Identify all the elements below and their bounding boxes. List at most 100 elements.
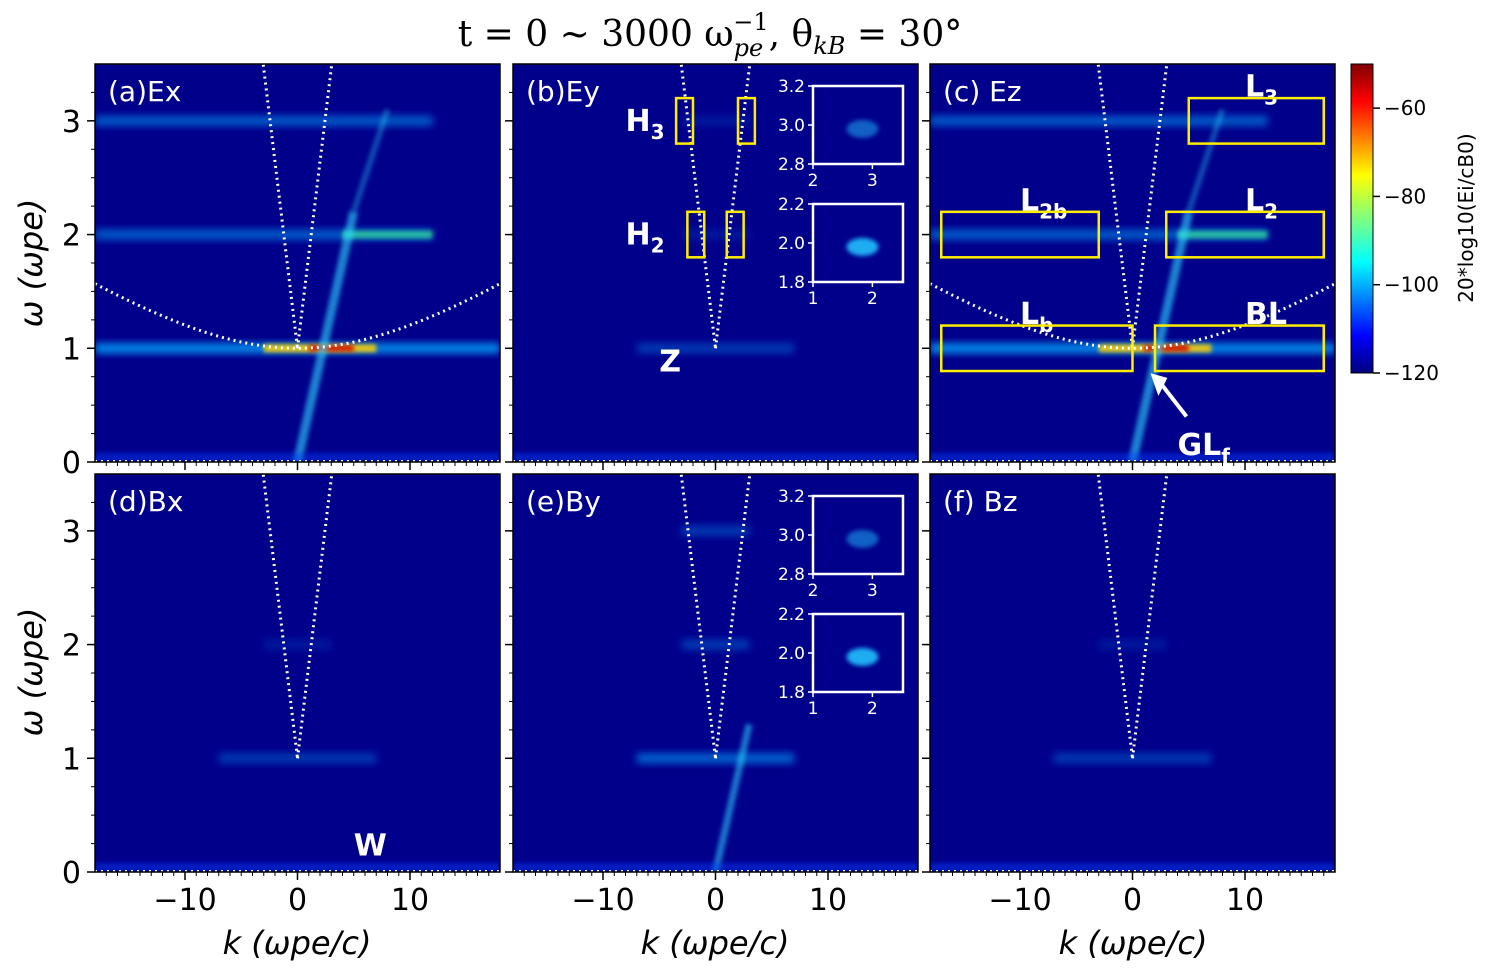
- inset-x-tick-label: 1: [808, 699, 819, 719]
- beam-stream-upper: [350, 108, 391, 213]
- annotation-h2: H2: [626, 218, 665, 258]
- x-tick-label: 10: [391, 883, 429, 918]
- title-theta-sub: kB: [813, 32, 845, 60]
- light-mode-right: [1131, 64, 1169, 349]
- panel-d: (d)Bx −10 0 10 0 1 2 3 W: [62, 473, 501, 918]
- colorbar: −60 −80 −100 −120 20*log10(Ei/cB0): [1350, 63, 1478, 385]
- light-mode-right: [714, 64, 752, 349]
- title-sub: pe: [734, 34, 764, 62]
- title-main: t = 0 ~ 3000 ω: [458, 14, 734, 55]
- x-axis-label-b: k (ωpe/c): [641, 924, 790, 962]
- inset-y-tick-label: 2.0: [778, 644, 805, 664]
- colorbar-ticks: −60 −80 −100 −120: [1373, 96, 1439, 385]
- x-tick-label: −10: [988, 883, 1051, 918]
- band-w2: [263, 639, 332, 650]
- band-peak: [308, 345, 354, 352]
- heatmap-a: [95, 64, 500, 462]
- inset-lower: 2.2 2.0 1.81 2: [778, 195, 905, 309]
- inset-signal: [846, 237, 879, 256]
- light-mode-left: [261, 64, 299, 349]
- inset-y-tick-label: 2.2: [778, 195, 805, 215]
- inset-x-tick-label: 2: [808, 171, 819, 191]
- box-h3-left: [674, 96, 695, 145]
- inset-signal: [846, 529, 879, 548]
- inset-y-tick-label: 2.0: [778, 234, 805, 254]
- inset-upper: 3.2 3.0 2.82 3: [778, 77, 905, 191]
- low-freq-strip: [95, 862, 500, 872]
- panel-background: [930, 64, 1335, 462]
- low-freq-strip: [930, 862, 1335, 872]
- band-w2: [1098, 639, 1167, 650]
- panel-label: (f) Bz: [943, 485, 1018, 518]
- inset-y-tick-label: 3.0: [778, 526, 805, 546]
- x-tick-label: 0: [288, 883, 307, 918]
- panel-label: (a)Ex: [108, 75, 181, 108]
- colorbar-label: 20*log10(Ei/cB0): [1454, 133, 1478, 302]
- panel-background: [95, 64, 500, 462]
- glf-arrow: [1160, 383, 1189, 418]
- low-freq-strip: [513, 862, 918, 872]
- annotation-bl: BL: [1245, 297, 1287, 332]
- x-tick-label: −10: [153, 883, 216, 918]
- panel-e: (e)By−10 0 103.23.02.82 32.22.01.81 2: [505, 473, 919, 918]
- band-w3: [930, 115, 1268, 126]
- annotation-w: W: [354, 829, 387, 864]
- beam-stream-upper: [1185, 108, 1226, 213]
- x-tick-label: −10: [571, 883, 634, 918]
- panel-a: (a)Ex 0 1 2 3: [62, 63, 501, 481]
- glf-arrowhead: [1150, 373, 1168, 397]
- heatmap-b: [513, 64, 918, 462]
- panel-f: (f) Bz −10 0 10: [922, 473, 1336, 918]
- panel-label: (d)Bx: [108, 485, 183, 518]
- x-tick-label: 0: [706, 883, 725, 918]
- light-mode-left: [679, 474, 717, 759]
- x-tick-label: 10: [809, 883, 847, 918]
- inset-x-tick-label: 1: [808, 289, 819, 309]
- inset-signal: [846, 119, 879, 138]
- inset-frame: [811, 494, 905, 576]
- panel-label: (e)By: [526, 485, 601, 518]
- band-peak: [1143, 345, 1189, 352]
- inset-y-tick-label: 3.2: [778, 77, 805, 97]
- inset-y-tick-label: 2.2: [778, 605, 805, 625]
- x-tick-label: 10: [1226, 883, 1264, 918]
- box-h2-left: [686, 210, 706, 259]
- y-tick-label: 3: [62, 515, 81, 550]
- annotation-z: Z: [659, 345, 681, 380]
- colorbar-tick-label: −80: [1384, 184, 1426, 208]
- inset-lower: 2.2 2.0 1.81 2: [778, 605, 905, 719]
- inset-signal: [846, 647, 879, 666]
- y-tick-label: 0: [62, 856, 81, 891]
- panel-background: [95, 474, 500, 872]
- figure-title: t = 0 ~ 3000 ωpe−1, θkB = 30°: [458, 8, 962, 62]
- light-mode-left: [679, 64, 717, 349]
- panel-label: (c) Ez: [943, 75, 1022, 108]
- panel-background: [930, 474, 1335, 872]
- colorbar-tick-label: −100: [1384, 273, 1439, 297]
- y-tick-label: 2: [62, 219, 81, 254]
- colorbar-gradient: [1350, 63, 1374, 374]
- langmuir-dispersion: [930, 282, 1335, 350]
- y-tick-label: 0: [62, 446, 81, 481]
- annotation-glf: GLf: [1178, 428, 1231, 468]
- beam-stream: [1128, 210, 1194, 462]
- box-bl: [1153, 324, 1325, 373]
- inset-y-tick-label: 2.8: [778, 565, 805, 585]
- inset-x-tick-label: 2: [808, 581, 819, 601]
- band-w3: [681, 115, 750, 126]
- inset-y-tick-label: 1.8: [778, 273, 805, 293]
- title-end: = 30°: [845, 14, 962, 55]
- inset-y-tick-label: 3.2: [778, 487, 805, 507]
- low-freq-strip: [95, 452, 500, 462]
- inset-y-tick-label: 1.8: [778, 683, 805, 703]
- x-tick-label: 0: [1123, 883, 1142, 918]
- box-l2: [1165, 210, 1325, 259]
- band-w3: [95, 115, 433, 126]
- box-l2b: [940, 210, 1100, 259]
- annotation-h3: H3: [626, 104, 665, 144]
- x-axis-label-c: k (ωpe/c): [1059, 924, 1208, 962]
- light-mode-right: [1131, 474, 1169, 759]
- box-h2-right: [725, 210, 745, 259]
